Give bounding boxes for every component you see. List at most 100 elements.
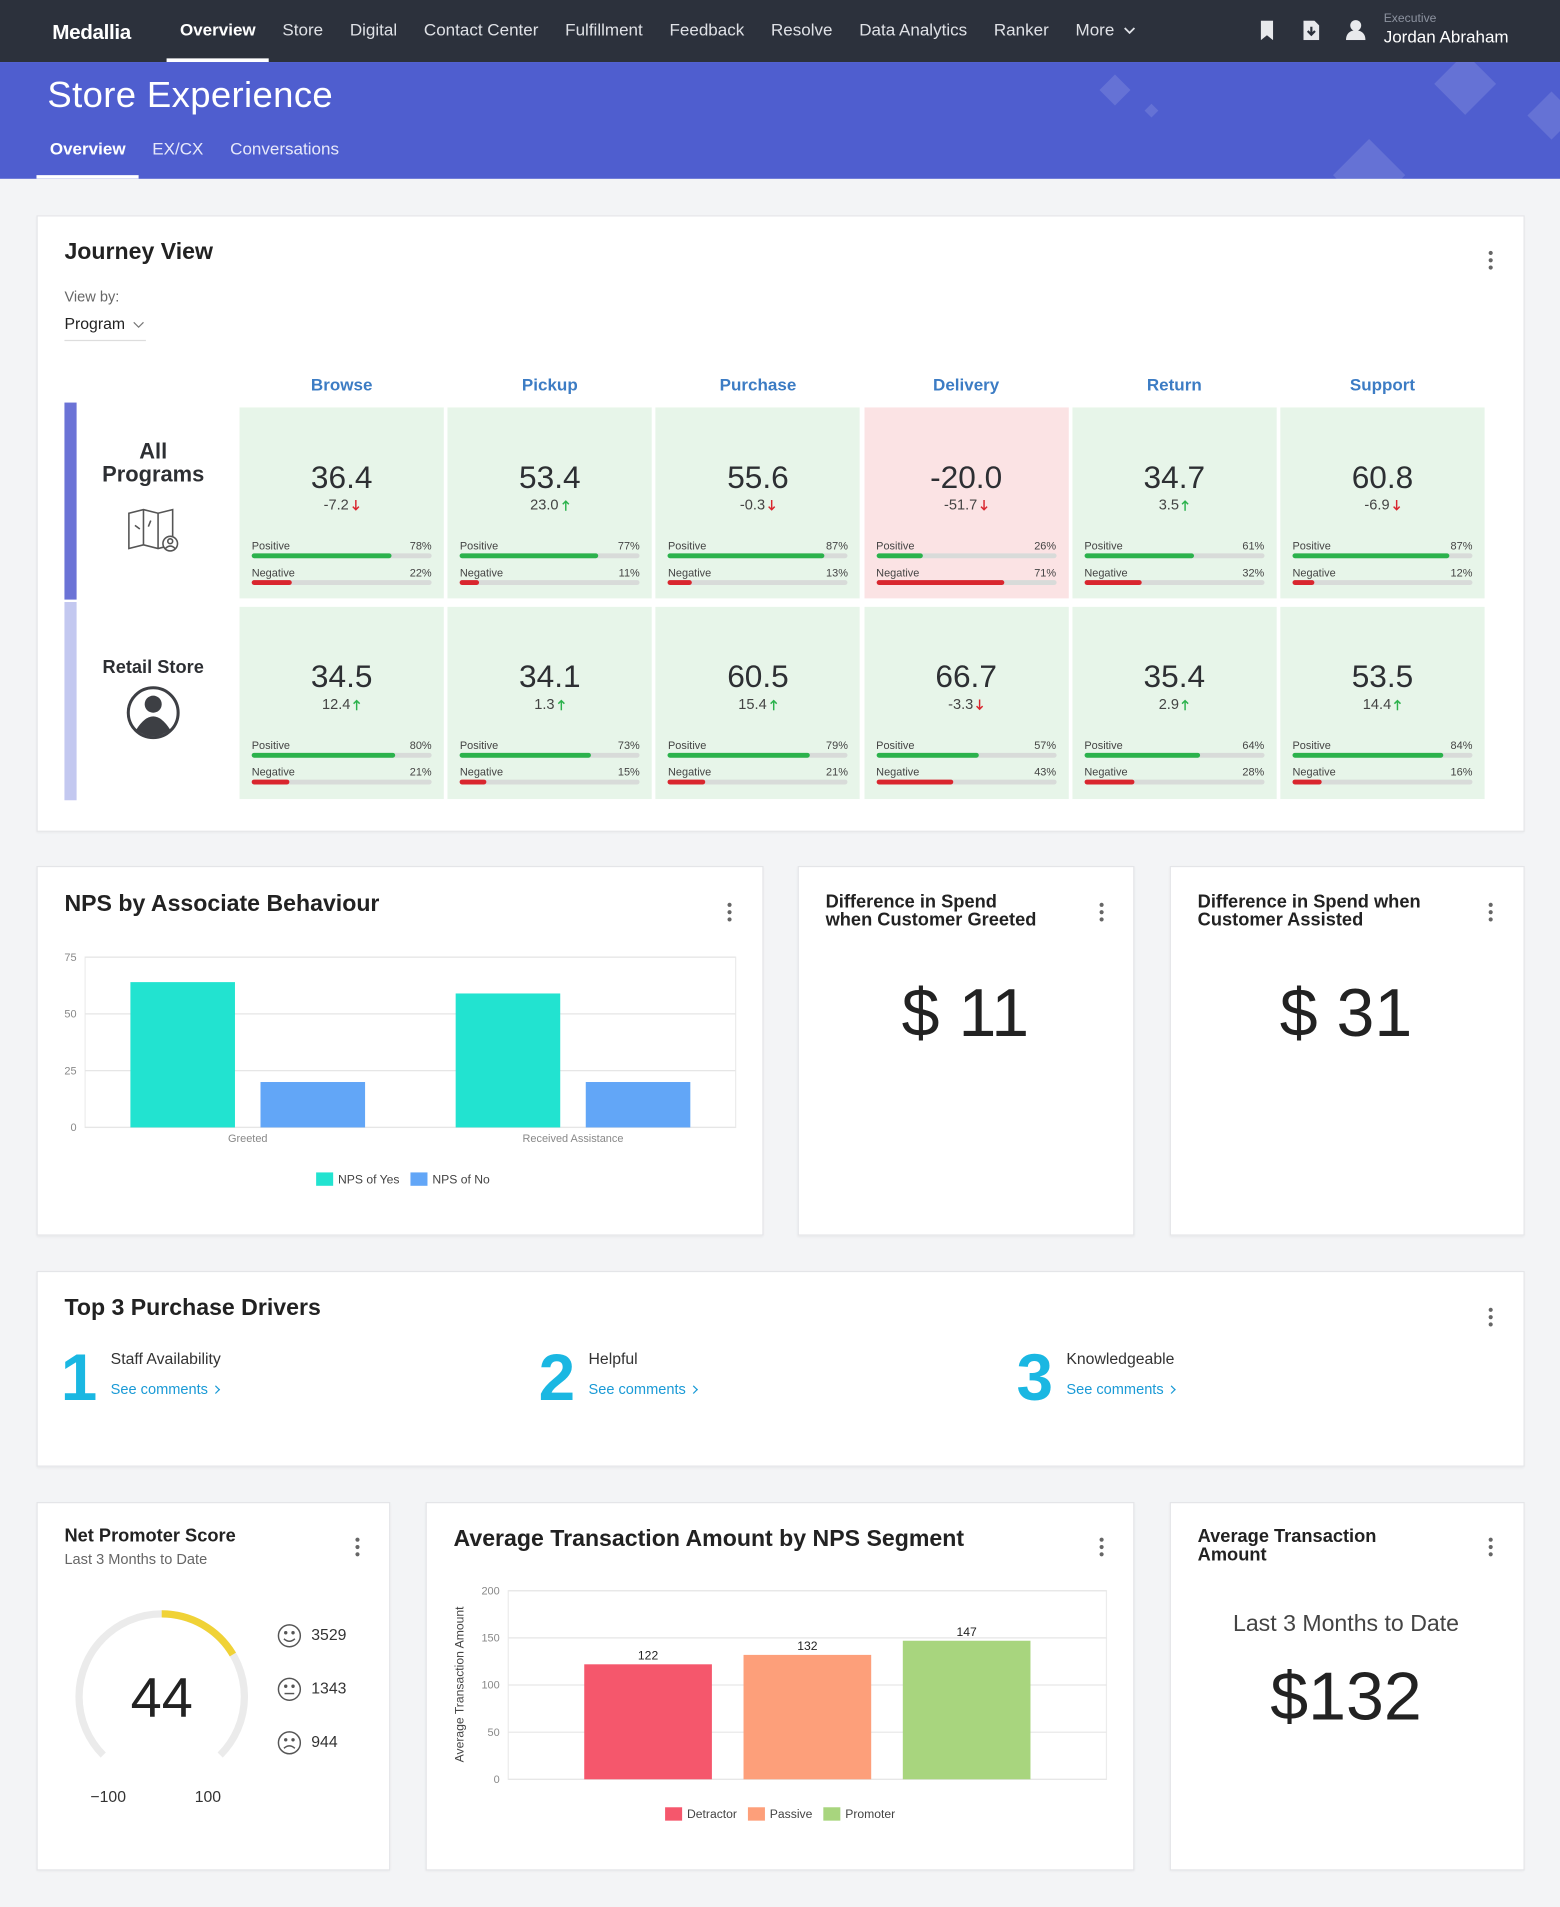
data-label: 132 [797,1639,818,1653]
nav-item[interactable]: Resolve [770,19,833,39]
journey-cell: 53.5 14.4 Positive 84% Negative 16% [1280,606,1485,800]
trend-arrow [1394,700,1402,711]
page-tab[interactable]: Conversations [230,138,339,159]
change: -6.9 [1364,496,1400,515]
y-tick-label: 150 [481,1633,499,1645]
row-label: Retail Store [102,657,204,678]
more-menu[interactable] [1488,1537,1493,1557]
positive-pct: 87% [826,539,848,552]
row-label: All Programs [102,439,205,487]
legend-label: NPS of Yes [338,1172,399,1186]
negative-label: Negative [876,765,920,779]
positive-pct: 79% [826,739,848,752]
driver-name: Knowledgeable [1066,1349,1175,1368]
bar [584,1664,712,1780]
negative-bar [876,580,1004,585]
driver-rank: 1 [60,1341,98,1415]
score: 55.6 [727,458,789,496]
nav-item[interactable]: Fulfillment [565,19,643,39]
nav-item[interactable]: Feedback [669,19,745,39]
nav-item[interactable]: Overview [166,0,270,63]
legend-label: NPS of No [432,1172,490,1186]
nav-item[interactable]: Digital [349,19,398,39]
journey-cell: 35.4 2.9 Positive 64% Negative 28% [1072,606,1277,800]
change-value: -7.2 [323,496,349,514]
positive-label: Positive [251,739,291,752]
negative-bar [1084,779,1135,785]
brand[interactable]: Medallia [52,20,131,44]
bar-track [459,553,640,559]
change-value: -6.9 [1364,496,1390,514]
trend-arrow [976,699,984,711]
bookmark-icon[interactable] [1260,20,1275,41]
bar-track [1292,752,1473,758]
change-value: 3.5 [1158,496,1179,514]
spend-greeted-card [797,865,1135,1236]
arrow-path [1182,700,1190,711]
positive-label: Positive [459,539,499,552]
card-subtitle: Last 3 Months to Date [64,1550,208,1568]
nav-item[interactable]: Store [282,19,324,39]
menu-dot [1099,910,1104,915]
menu-dot [1488,1552,1493,1557]
negative-pct: 21% [409,765,432,779]
stage-header: Return [1146,374,1202,394]
page-tab[interactable]: EX/CX [152,138,204,159]
page-tab[interactable]: Overview [36,123,139,179]
positive-label: Positive [876,539,915,552]
nav-item[interactable]: Data Analytics [859,19,968,39]
see-comments-link[interactable]: See comments [588,1381,699,1399]
bar-track [1292,580,1473,585]
more-menu[interactable] [1488,1307,1493,1327]
chevron [1124,27,1136,35]
menu-dot [1488,910,1493,915]
trend-arrow [980,500,988,512]
y-tick-label: 25 [64,1065,76,1077]
more-menu[interactable] [355,1537,360,1557]
avg-transaction-card [1169,1502,1525,1871]
bar-track [876,580,1057,585]
card-title: Top 3 Purchase Drivers [64,1295,321,1321]
user-name[interactable]: Jordan Abraham [1383,26,1509,47]
positive-pct: 87% [1450,539,1473,552]
bar-track [251,553,432,559]
nav-item[interactable]: Contact Center [423,19,539,39]
menu-dot [1488,917,1493,922]
positive-bar [1084,752,1200,758]
see-comments-link[interactable]: See comments [111,1381,221,1399]
export-icon[interactable] [1303,20,1320,41]
trend-arrow [1182,700,1190,711]
more-menu[interactable] [1488,902,1493,922]
trend-arrow [1392,500,1400,512]
more-menu[interactable] [727,902,732,922]
change: 2.9 [1159,696,1190,714]
journey-cell: 53.4 23.0 Positive 77% Negative 11% [447,407,652,599]
bar [455,993,561,1128]
y-tick-label: 50 [64,1009,76,1021]
change-value: 23.0 [530,496,559,514]
menu-dot [1488,258,1493,263]
arrow-path [769,700,777,711]
more-menu[interactable] [1488,250,1493,270]
change-value: 1.3 [534,695,555,713]
negative-bar [459,779,487,785]
bar-track [459,752,640,758]
nav-item[interactable]: Ranker [993,19,1049,39]
change-value: -0.3 [739,496,766,514]
y-tick-label: 100 [481,1680,499,1692]
positive-label: Positive [1084,739,1123,752]
page-title: Store Experience [47,75,334,116]
view-by-select[interactable]: Program [64,314,126,333]
more-menu[interactable] [1099,902,1104,922]
user-icon[interactable] [1346,19,1366,41]
more-menu[interactable] [1099,1537,1104,1557]
negative-pct: 71% [1034,566,1057,579]
positive-label: Positive [876,739,915,752]
see-comments-link[interactable]: See comments [1066,1381,1176,1399]
positive-label: Positive [1292,739,1331,752]
negative-pct: 43% [1034,765,1057,779]
positive-pct: 64% [1242,739,1265,752]
bar-track [876,779,1057,785]
negative-bar [876,779,954,785]
nav-item[interactable]: More [1062,0,1146,62]
